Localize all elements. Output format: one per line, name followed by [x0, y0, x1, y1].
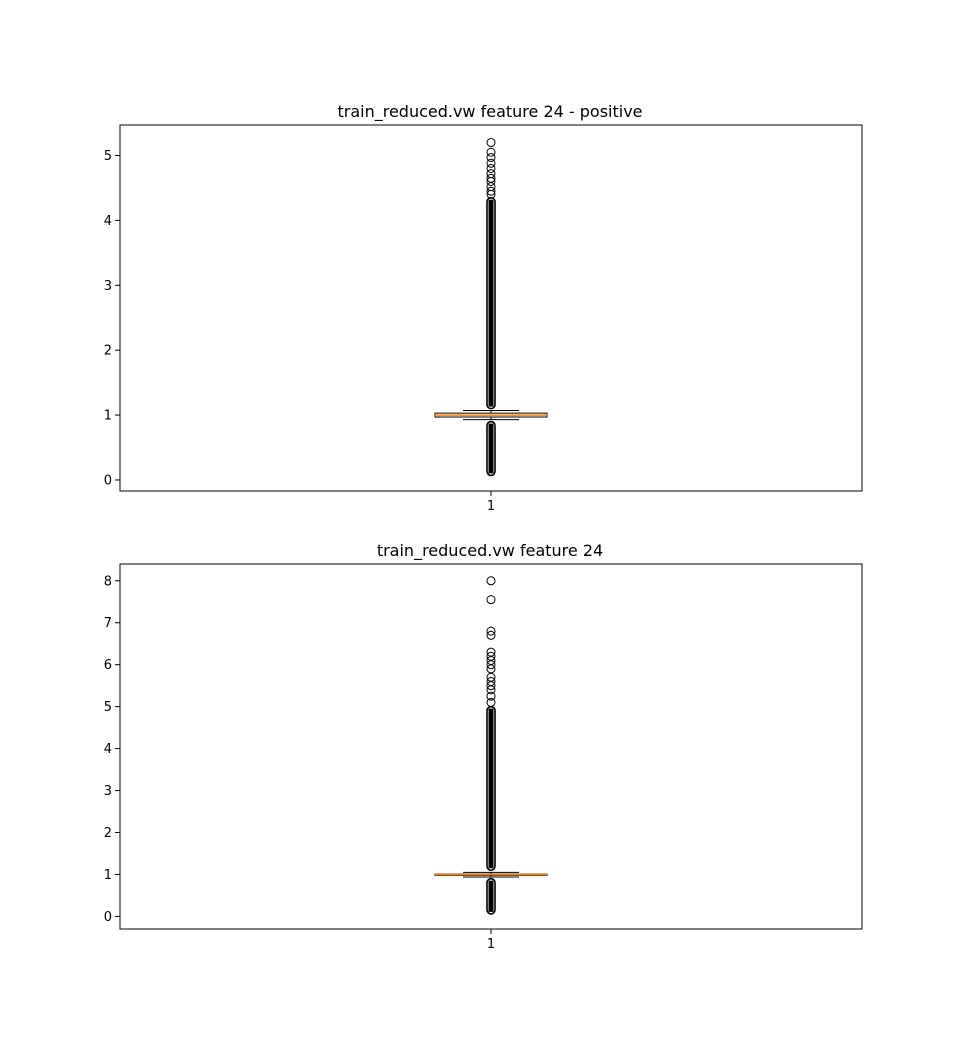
y-tick-label: 6 [104, 658, 112, 673]
outlier-band [488, 708, 494, 869]
y-tick-label: 4 [104, 742, 112, 757]
outlier-point [486, 169, 496, 179]
outlier-point [486, 147, 496, 157]
outlier-band [488, 199, 494, 407]
outlier-point [486, 158, 496, 168]
outlier-point [486, 576, 496, 586]
outlier-band [488, 423, 494, 474]
outlier-point [486, 691, 496, 701]
outlier-point [486, 697, 496, 707]
x-tick-label: 1 [487, 499, 495, 514]
outlier-point [486, 626, 496, 636]
outlier-band-outline [486, 420, 496, 477]
outlier-point [486, 676, 496, 686]
outlier-band-outline [486, 196, 496, 410]
y-tick-label: 3 [104, 784, 112, 799]
outlier-point [486, 186, 496, 196]
y-tick-label: 2 [104, 826, 112, 841]
outlier-point [486, 173, 496, 183]
boxplot-chart-positive: train_reduced.vw feature 24 - positive 0… [104, 102, 863, 514]
chart-title: train_reduced.vw feature 24 - positive [337, 102, 642, 122]
outlier-point [486, 163, 496, 173]
y-tick-label: 1 [104, 868, 112, 883]
outlier-point [486, 630, 496, 640]
chart-title: train_reduced.vw feature 24 [377, 541, 603, 561]
y-tick-label: 0 [104, 473, 112, 488]
outlier-point [486, 595, 496, 605]
outlier-band-outline [486, 877, 496, 915]
y-tick-label: 3 [104, 279, 112, 294]
outlier-point [486, 152, 496, 162]
y-tick-label: 5 [104, 149, 112, 164]
outlier-point [486, 651, 496, 661]
y-tick-label: 8 [104, 574, 112, 589]
y-tick-label: 2 [104, 344, 112, 359]
y-tick-label: 1 [104, 409, 112, 424]
y-tick-label: 5 [104, 700, 112, 715]
y-tick-label: 4 [104, 214, 112, 229]
x-tick-label: 1 [487, 937, 495, 952]
outlier-point [486, 138, 496, 148]
outlier-band [488, 880, 494, 912]
outlier-point [486, 647, 496, 657]
y-tick-label: 7 [104, 616, 112, 631]
y-tick-label: 0 [104, 910, 112, 925]
boxplot-chart-all: train_reduced.vw feature 24 0 1 2 3 4 5 6 7 8 1 [104, 541, 863, 952]
